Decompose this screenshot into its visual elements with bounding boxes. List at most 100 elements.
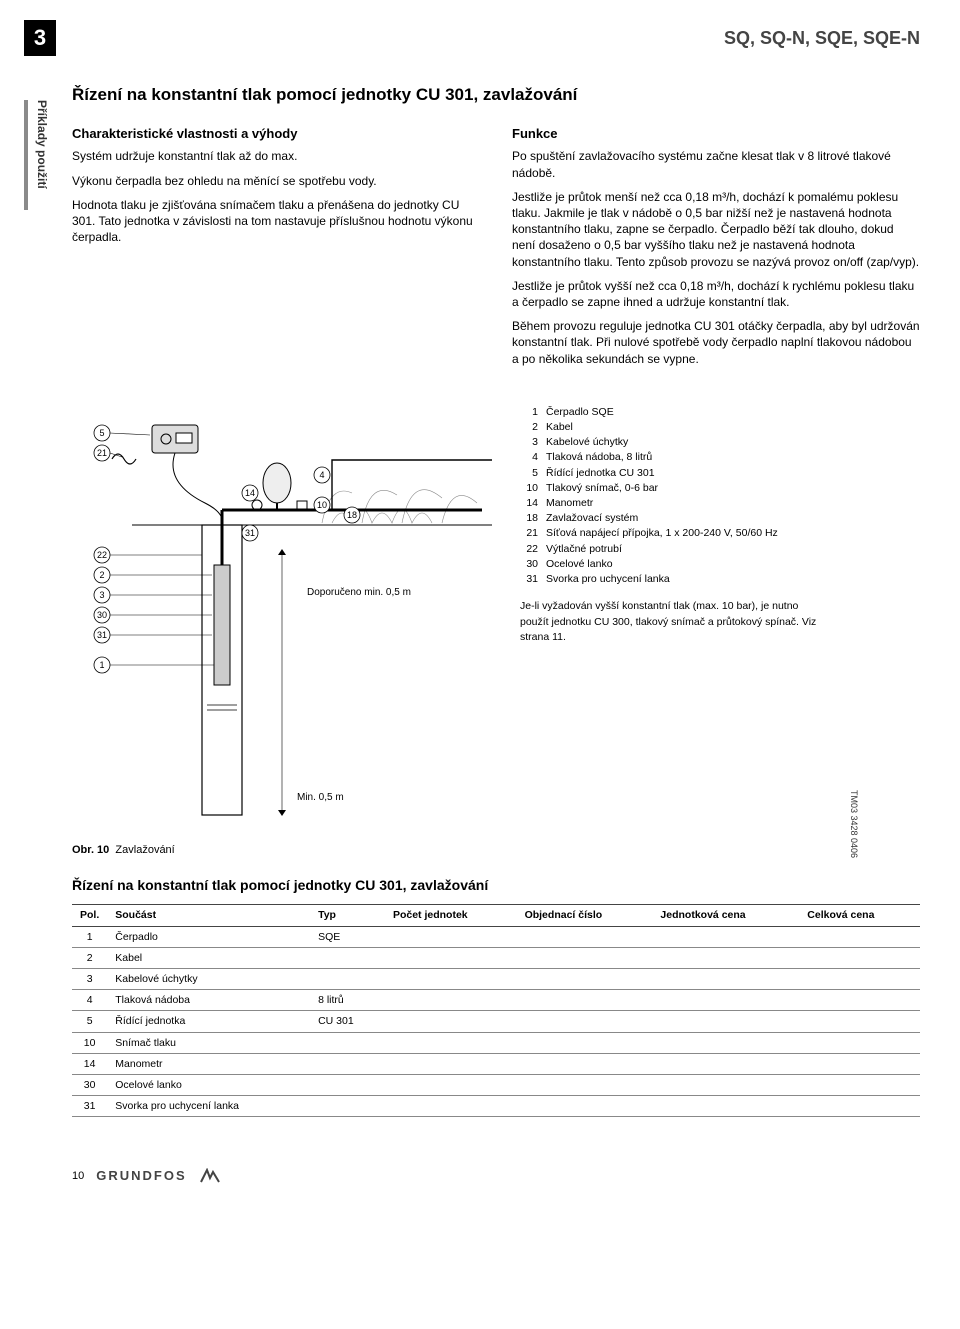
diagram-label-b: Min. 0,5 m: [297, 792, 344, 803]
table-cell: Ocelové lanko: [107, 1074, 310, 1095]
legend-item: 21 Síťová napájecí přípojka, 1 x 200-240 …: [520, 526, 820, 541]
table-cell: [517, 926, 653, 947]
legend-note: Je-li vyžadován vyšší konstantní tlak (m…: [520, 599, 820, 645]
table-cell: 5: [72, 1011, 107, 1032]
legend-item-text: Kabelové úchytky: [546, 435, 628, 450]
table-cell: [385, 1053, 517, 1074]
legend-item: 1Čerpadlo SQE: [520, 405, 820, 420]
table-row: 5Řídící jednotkaCU 301: [72, 1011, 920, 1032]
table-cell: [799, 947, 920, 968]
legend-item: 4 Tlaková nádoba, 8 litrů: [520, 450, 820, 465]
table-cell: [517, 1096, 653, 1117]
table-row: 14Manometr: [72, 1053, 920, 1074]
svg-text:18: 18: [347, 510, 357, 520]
table-cell: [385, 947, 517, 968]
svg-text:5: 5: [99, 428, 104, 438]
table-cell: [517, 990, 653, 1011]
legend-item: 3Kabelové úchytky: [520, 435, 820, 450]
table-cell: Manometr: [107, 1053, 310, 1074]
table-cell: [385, 1096, 517, 1117]
table-cell: [799, 926, 920, 947]
table-cell: [799, 990, 920, 1011]
table-header-cell: Objednací číslo: [517, 905, 653, 926]
legend-item-text: Svorka pro uchycení lanka: [546, 572, 670, 587]
table-cell: [652, 968, 799, 989]
legend-item-text: Síťová napájecí přípojka, 1 x 200-240 V,…: [546, 526, 778, 541]
diagram-label-a: Doporučeno min. 0,5 m: [307, 587, 411, 598]
table-cell: [652, 1053, 799, 1074]
table-cell: [517, 947, 653, 968]
table-cell: [310, 1074, 385, 1095]
table-cell: CU 301: [310, 1011, 385, 1032]
legend-item-number: 4: [520, 450, 538, 465]
table-header-cell: Celková cena: [799, 905, 920, 926]
legend-item-text: Zavlažovací systém: [546, 511, 638, 526]
legend-item-number: 14: [520, 496, 538, 511]
table-cell: [517, 968, 653, 989]
legend-item-number: 21: [520, 526, 538, 541]
legend-item-number: 2: [520, 420, 538, 435]
svg-text:3: 3: [99, 590, 104, 600]
legend-item: 18 Zavlažovací systém: [520, 511, 820, 526]
footer-page-number: 10: [72, 1169, 84, 1184]
legend-item-number: 31: [520, 572, 538, 587]
svg-text:1: 1: [99, 660, 104, 670]
table-row: 31Svorka pro uchycení lanka: [72, 1096, 920, 1117]
svg-text:30: 30: [97, 610, 107, 620]
table-cell: [652, 1032, 799, 1053]
table-row: 10Snímač tlaku: [72, 1032, 920, 1053]
table-cell: 31: [72, 1096, 107, 1117]
legend-item-number: 5: [520, 466, 538, 481]
left-p3: Hodnota tlaku je zjišťována snímačem tla…: [72, 197, 480, 246]
legend-item: 2Kabel: [520, 420, 820, 435]
table-cell: [799, 1074, 920, 1095]
right-p1: Po spuštění zavlažovacího systému začne …: [512, 148, 920, 180]
legend-item-number: 10: [520, 481, 538, 496]
table-header-cell: Typ: [310, 905, 385, 926]
table-cell: [799, 1096, 920, 1117]
product-header: SQ, SQ-N, SQE, SQE-N: [56, 20, 920, 50]
table-cell: [385, 926, 517, 947]
svg-text:4: 4: [319, 470, 324, 480]
table-cell: [517, 1011, 653, 1032]
table-cell: [799, 1053, 920, 1074]
table-cell: 8 litrů: [310, 990, 385, 1011]
table-header-cell: Součást: [107, 905, 310, 926]
legend-item-text: Tlakový snímač, 0-6 bar: [546, 481, 658, 496]
table-cell: Tlaková nádoba: [107, 990, 310, 1011]
svg-text:22: 22: [97, 550, 107, 560]
table-cell: Svorka pro uchycení lanka: [107, 1096, 310, 1117]
table-cell: Řídící jednotka: [107, 1011, 310, 1032]
table-cell: [652, 947, 799, 968]
legend-item-number: 30: [520, 557, 538, 572]
legend-item-text: Výtlačné potrubí: [546, 542, 622, 557]
brand-icon: [199, 1168, 221, 1184]
table-cell: 30: [72, 1074, 107, 1095]
table-header-cell: Počet jednotek: [385, 905, 517, 926]
legend-item-text: Čerpadlo SQE: [546, 405, 614, 420]
svg-text:2: 2: [99, 570, 104, 580]
legend-item-number: 18: [520, 511, 538, 526]
table-cell: Snímač tlaku: [107, 1032, 310, 1053]
section2-title: Řízení na konstantní tlak pomocí jednotk…: [72, 876, 920, 895]
figure-caption: Obr. 10 Zavlažování: [72, 843, 492, 858]
table-cell: [652, 1074, 799, 1095]
legend-item-number: 22: [520, 542, 538, 557]
legend-item: 30Ocelové lanko: [520, 557, 820, 572]
table-cell: [799, 968, 920, 989]
svg-text:10: 10: [317, 500, 327, 510]
legend-item-text: Tlaková nádoba, 8 litrů: [546, 450, 652, 465]
table-cell: [385, 990, 517, 1011]
table-cell: [799, 1032, 920, 1053]
left-p2: Výkonu čerpadla bez ohledu na měnící se …: [72, 173, 480, 189]
table-cell: Čerpadlo: [107, 926, 310, 947]
table-cell: 3: [72, 968, 107, 989]
figure-title: Zavlažování: [115, 844, 174, 856]
diagram-legend: 1Čerpadlo SQE2Kabel3Kabelové úchytky4 Tla…: [520, 405, 820, 645]
svg-text:31: 31: [97, 630, 107, 640]
legend-item: 5Řídící jednotka CU 301: [520, 466, 820, 481]
right-p2: Jestliže je průtok menší než cca 0,18 m³…: [512, 189, 920, 270]
legend-item: 10 Tlakový snímač, 0-6 bar: [520, 481, 820, 496]
table-cell: [310, 968, 385, 989]
table-cell: 14: [72, 1053, 107, 1074]
